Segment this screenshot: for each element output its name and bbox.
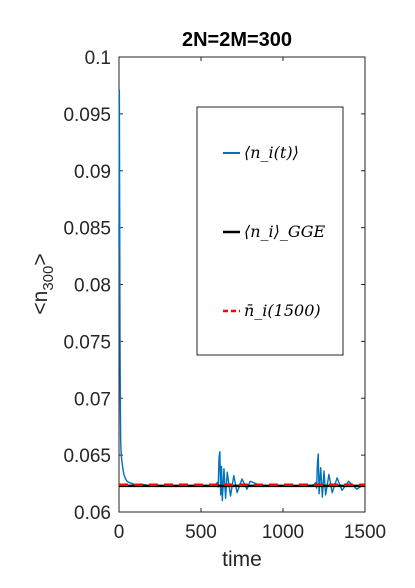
y-tick-label: 0.075 xyxy=(63,332,111,353)
y-axis-title-end: > xyxy=(29,253,52,265)
y-axis: 0.06 0.065 0.07 0.075 0.08 0.085 0.09 0.095 0.1 xyxy=(63,48,365,524)
legend-label-series-1: ⟨n_i(t)⟩ xyxy=(244,143,299,162)
y-tick-label: 0.095 xyxy=(63,105,111,126)
y-tick-label: 0.085 xyxy=(63,219,111,240)
y-tick-label: 0.1 xyxy=(85,48,111,69)
x-tick-label: 1500 xyxy=(344,522,386,543)
x-tick-label: 1000 xyxy=(262,522,304,543)
y-tick-label: 0.08 xyxy=(74,276,111,297)
series-layer xyxy=(118,89,366,502)
legend-label-series-2: ⟨n_i⟩_GGE xyxy=(244,222,325,241)
x-tick-label: 500 xyxy=(185,522,217,543)
legend-box xyxy=(196,106,344,356)
y-axis-title-sub: 300 xyxy=(40,266,57,291)
legend-label-series-3: n̄_i(1500) xyxy=(244,301,321,320)
y-tick-label: 0.065 xyxy=(63,446,111,467)
x-axis-title: time xyxy=(222,548,262,571)
x-axis: 0 500 1000 1500 xyxy=(114,57,386,543)
y-axis-title: <n300> xyxy=(29,253,57,314)
legend: ⟨n_i(t)⟩ ⟨n_i⟩_GGE n̄_i(1500) xyxy=(196,106,344,356)
y-tick-label: 0.07 xyxy=(74,389,111,410)
y-tick-label: 0.06 xyxy=(74,503,111,524)
y-tick-label: 0.09 xyxy=(74,162,111,183)
y-axis-title-main: <n xyxy=(29,291,52,315)
x-tick-label: 0 xyxy=(114,522,125,543)
chart-title: 2N=2M=300 xyxy=(182,29,292,51)
